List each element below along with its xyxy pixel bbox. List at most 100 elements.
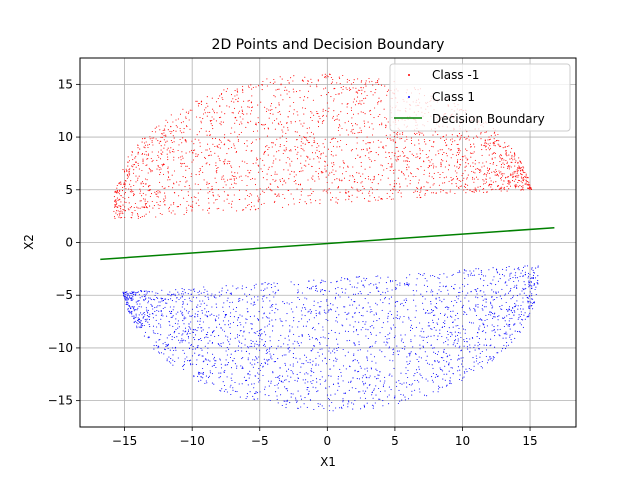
scatter-point — [282, 99, 284, 101]
scatter-point — [379, 349, 381, 351]
scatter-point — [363, 98, 365, 100]
scatter-point — [308, 319, 310, 321]
scatter-point — [440, 166, 442, 168]
scatter-point — [341, 127, 343, 130]
scatter-point — [213, 195, 215, 197]
scatter-point — [186, 209, 188, 211]
scatter-point — [393, 367, 395, 369]
scatter-point — [396, 350, 398, 352]
scatter-point — [476, 293, 478, 295]
scatter-point — [404, 396, 406, 398]
scatter-point — [329, 192, 332, 194]
scatter-point — [205, 359, 207, 361]
scatter-point — [519, 322, 521, 324]
scatter-point — [212, 128, 214, 130]
scatter-point — [247, 311, 249, 313]
scatter-point — [247, 121, 249, 123]
scatter-point — [323, 146, 325, 148]
scatter-point — [308, 288, 311, 290]
scatter-point — [356, 188, 358, 190]
scatter-point — [420, 330, 422, 332]
scatter-point — [506, 162, 508, 164]
scatter-point — [475, 168, 477, 170]
scatter-point — [326, 102, 328, 104]
scatter-point — [331, 196, 334, 199]
scatter-point — [266, 135, 268, 137]
scatter-point — [511, 312, 513, 314]
scatter-point — [269, 353, 271, 355]
scatter-point — [142, 158, 144, 160]
scatter-point — [170, 298, 172, 300]
scatter-point — [352, 101, 354, 103]
scatter-point — [442, 285, 444, 287]
scatter-point — [235, 310, 237, 313]
scatter-point — [511, 154, 513, 156]
scatter-point — [392, 188, 394, 190]
scatter-point — [202, 300, 204, 302]
scatter-point — [433, 335, 435, 337]
scatter-point — [508, 180, 510, 182]
scatter-point — [360, 103, 362, 105]
scatter-point — [288, 178, 290, 180]
scatter-point — [447, 169, 450, 171]
scatter-point — [508, 308, 510, 310]
scatter-point — [534, 277, 537, 279]
scatter-point — [152, 330, 154, 332]
scatter-point — [500, 155, 502, 157]
scatter-point — [481, 367, 483, 369]
scatter-point — [317, 390, 319, 392]
scatter-point — [168, 321, 170, 323]
scatter-point — [292, 363, 294, 365]
scatter-point — [263, 312, 265, 314]
scatter-point — [222, 209, 224, 211]
scatter-point — [493, 141, 495, 143]
scatter-point — [450, 367, 452, 369]
scatter-point — [238, 383, 240, 385]
scatter-point — [210, 334, 212, 336]
scatter-point — [245, 350, 248, 352]
scatter-point — [323, 120, 325, 122]
scatter-point — [362, 173, 364, 175]
scatter-point — [478, 162, 480, 164]
scatter-point — [181, 293, 183, 295]
scatter-point — [416, 191, 418, 193]
scatter-point — [202, 171, 204, 173]
scatter-point — [150, 157, 152, 160]
scatter-point — [219, 160, 221, 162]
scatter-point — [265, 334, 267, 336]
scatter-point — [216, 145, 218, 147]
scatter-point — [353, 286, 356, 288]
scatter-point — [188, 325, 190, 328]
scatter-point — [319, 118, 321, 120]
scatter-point — [170, 132, 172, 135]
scatter-point — [365, 390, 367, 392]
scatter-point — [283, 343, 285, 345]
scatter-point — [136, 309, 138, 311]
scatter-point — [204, 295, 206, 298]
scatter-point — [522, 179, 524, 181]
scatter-point — [158, 169, 160, 171]
scatter-point — [254, 343, 256, 345]
scatter-point — [326, 115, 328, 117]
scatter-point — [518, 180, 520, 182]
scatter-point — [502, 175, 504, 177]
scatter-point — [157, 332, 159, 335]
scatter-point — [443, 351, 445, 354]
scatter-point — [359, 131, 361, 133]
scatter-point — [278, 377, 280, 380]
scatter-point — [482, 299, 484, 301]
scatter-point — [445, 134, 447, 136]
scatter-point — [422, 296, 424, 298]
scatter-point — [299, 358, 301, 360]
scatter-point — [516, 284, 518, 286]
scatter-point — [497, 316, 499, 318]
scatter-point — [203, 179, 205, 181]
scatter-point — [146, 179, 148, 181]
scatter-point — [164, 187, 166, 189]
scatter-point — [507, 166, 509, 168]
scatter-point — [439, 282, 441, 284]
scatter-point — [246, 379, 248, 382]
scatter-point — [250, 110, 253, 112]
scatter-point — [397, 150, 399, 152]
scatter-point — [378, 97, 380, 99]
